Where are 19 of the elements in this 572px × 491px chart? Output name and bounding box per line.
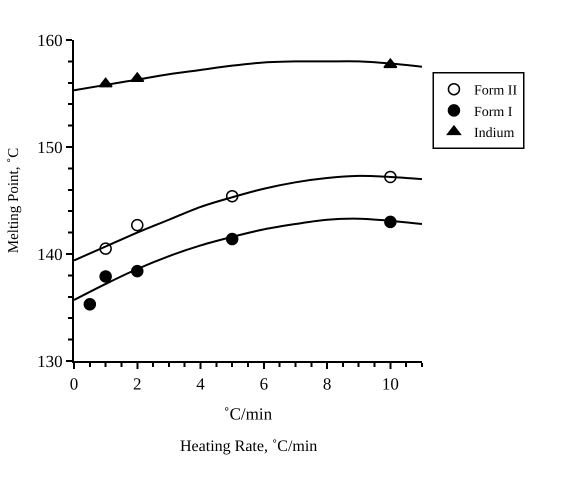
y-axis-title: Melting Point, ˚C <box>6 148 22 254</box>
legend-label: Indium <box>474 126 514 142</box>
legend-label: Form II <box>474 84 518 99</box>
x-tick-label: 10 <box>382 374 399 394</box>
point <box>84 298 96 311</box>
y-tick-label: 160 <box>37 30 63 50</box>
point <box>131 218 144 232</box>
x-tick-label: 6 <box>260 374 268 394</box>
legend-label: Form I <box>474 104 513 120</box>
x-tick-label: 0 <box>70 374 78 394</box>
x-tick-label: 2 <box>133 374 142 394</box>
text: Heating Rate, ˚C/min <box>180 438 318 455</box>
point <box>99 270 112 283</box>
y-tick-label: 150 <box>37 138 63 157</box>
y-tick-label: 130 <box>37 352 63 371</box>
y-tick-label: 140 <box>37 244 63 264</box>
x-tick-label: 8 <box>322 374 332 394</box>
x-tick-label: 4 <box>196 374 206 394</box>
x-axis-title: ˚C/min <box>224 404 273 424</box>
